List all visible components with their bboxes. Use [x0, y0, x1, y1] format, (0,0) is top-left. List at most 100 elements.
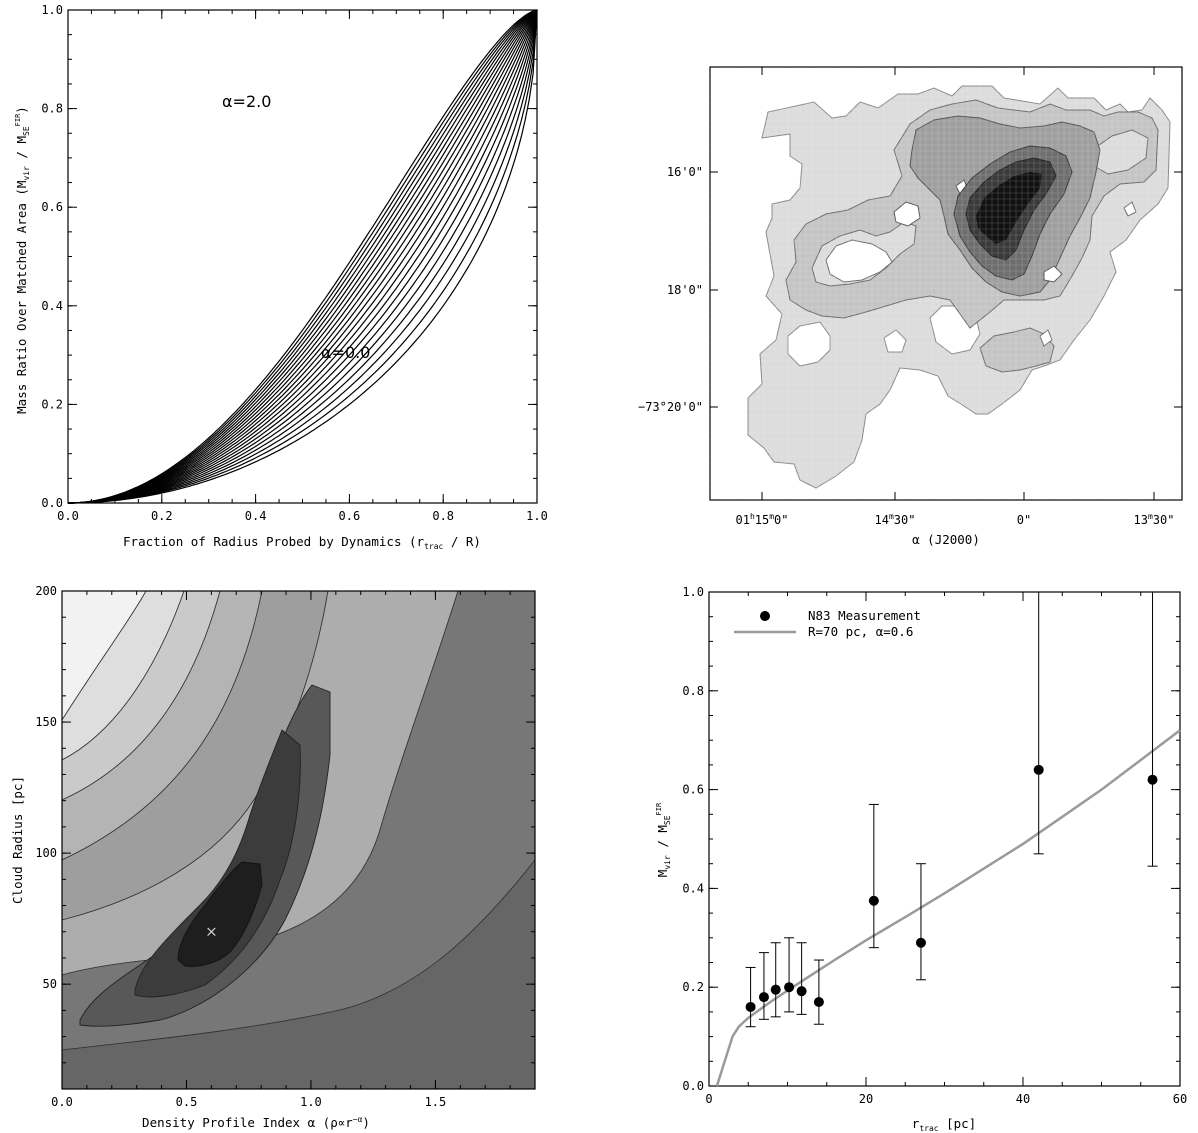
panel-a-y-tick-label: 0.2	[41, 397, 63, 411]
panel-c-y-axis-label: Cloud Radius [pc]	[10, 776, 25, 904]
map-pixel-grid	[710, 67, 1182, 500]
panel-a-mass-ratio-curves: 0.0 0.2 0.4 0.6 0.8 1.0 0.0 0.2 0.4 0.6 0.8 1.0 α=2…	[14, 3, 548, 551]
panel-d-x-tick-label: 60	[1173, 1092, 1187, 1106]
annotation-alpha-2: α=2.0	[222, 92, 271, 111]
panel-c-x-axis-label: Density Profile Index α (ρ∝r−α)	[142, 1115, 370, 1130]
panel-a-y-tick-label: 1.0	[41, 3, 63, 17]
curve-alpha-0.3	[68, 9, 538, 504]
curve-alpha-0.8	[68, 9, 538, 504]
legend-label-model: R=70 pc, α=0.6	[808, 624, 913, 639]
curve-alpha-1.6	[68, 9, 538, 504]
map-ra-tick-2: 14m30"	[875, 512, 916, 527]
panel-d-legend: N83 Measurement R=70 pc, α=0.6	[734, 608, 921, 639]
panel-d-y-tick-label: 0.6	[682, 783, 704, 797]
data-point-7	[915, 937, 926, 948]
panel-c-axis-ticks: 0.0 0.5 1.0 1.5 50 100 150 200	[35, 584, 536, 1109]
panel-d-measurements: 0 20 40 60 0.0 0.2 0.4 0.6 0.8 1.0 N83 Measuremen…	[655, 585, 1187, 1133]
panel-c-y-tick-label: 150	[35, 715, 57, 729]
data-point-6	[868, 895, 879, 906]
curve-alpha-0.0	[67, 9, 538, 504]
panel-c-frame	[61, 590, 536, 1090]
curve-alpha-1.1	[68, 9, 538, 504]
curve-alpha-1.0	[68, 9, 538, 504]
map-contour-level-5	[965, 157, 1057, 261]
panel-c-x-tick-label: 1.5	[425, 1095, 447, 1109]
panel-b-x-axis-label: α (J2000)	[912, 532, 980, 547]
panel-d-x-tick-label: 20	[859, 1092, 873, 1106]
data-point-2	[770, 984, 781, 995]
curve-alpha-1.4	[68, 9, 538, 504]
panel-a-curve-family	[67, 9, 538, 504]
panel-a-x-tick-label: 1.0	[526, 509, 548, 523]
panel-c-x-tick-label: 0.0	[51, 1095, 73, 1109]
data-point-3	[784, 982, 795, 993]
curve-alpha-1.3	[68, 9, 538, 504]
data-point-0	[745, 1001, 756, 1012]
curve-alpha-0.2	[68, 9, 538, 504]
curve-alpha-1.5	[68, 9, 538, 504]
panel-d-x-tick-label: 40	[1016, 1092, 1030, 1106]
panel-d-x-axis-label: rtrac [pc]	[912, 1116, 976, 1133]
data-point-8	[1033, 764, 1044, 775]
panel-c-x-tick-label: 0.5	[176, 1095, 198, 1109]
panel-a-x-tick-label: 0.2	[151, 509, 173, 523]
contour-level-best	[177, 861, 263, 967]
best-fit-marker: ×	[205, 923, 218, 941]
panel-a-x-tick-label: 0.4	[245, 509, 267, 523]
curve-alpha-1.2	[68, 9, 538, 504]
panel-d-y-tick-label: 0.0	[682, 1079, 704, 1093]
panel-a-x-axis-label: Fraction of Radius Probed by Dynamics (r…	[123, 534, 481, 551]
curve-alpha-0.1	[68, 9, 538, 504]
panel-d-y-tick-label: 0.4	[682, 881, 704, 895]
panel-a-y-tick-label: 0.8	[41, 102, 63, 116]
map-dec-tick-1: 16'0"	[667, 165, 703, 179]
panel-d-y-tick-label: 0.2	[682, 980, 704, 994]
panel-a-x-tick-label: 0.0	[57, 509, 79, 523]
data-point-4	[796, 986, 807, 997]
panel-a-y-tick-label: 0.6	[41, 200, 63, 214]
contour-band-8	[62, 859, 535, 1089]
panel-d-x-tick-label: 0	[705, 1092, 712, 1106]
panel-c-contours: 0.0 0.5 1.0 1.5 50 100 150 200 × Density Profil…	[10, 584, 536, 1130]
curve-alpha-1.9	[68, 9, 538, 504]
map-ra-tick-1: 01h15m0"	[735, 512, 788, 527]
data-point-9	[1147, 774, 1158, 785]
panel-d-y-tick-label: 1.0	[682, 585, 704, 599]
panel-d-y-axis-label: Mvir / MSEFIR	[655, 802, 672, 877]
legend-label-measurement: N83 Measurement	[808, 608, 921, 623]
panel-b-contour-map: 16'0" 18'0" −73°20'0" 01h15m0" 14m30" 0"…	[638, 66, 1183, 547]
curve-alpha-0.5	[68, 9, 538, 504]
panel-c-y-tick-label: 100	[35, 846, 57, 860]
curve-alpha-1.7	[68, 9, 538, 504]
panel-d-axis-ticks: 0 20 40 60 0.0 0.2 0.4 0.6 0.8 1.0	[682, 585, 1187, 1106]
map-ra-tick-3: 0"	[1017, 513, 1031, 527]
panel-c-x-tick-label: 1.0	[300, 1095, 322, 1109]
curve-alpha-0.9	[68, 9, 538, 504]
panel-a-x-tick-label: 0.8	[432, 509, 454, 523]
panel-c-y-tick-label: 50	[43, 977, 57, 991]
annotation-alpha-0: α=0.0	[321, 343, 370, 362]
panel-a-axis-ticks: 0.0 0.2 0.4 0.6 0.8 1.0 0.0 0.2 0.4 0.6 0.8 1.0	[41, 3, 548, 523]
panel-a-x-tick-label: 0.6	[339, 509, 361, 523]
contour-level-1sigma	[134, 729, 301, 998]
panel-a-y-axis-label: Mass Ratio Over Matched Area (Mvir / MSE…	[14, 106, 31, 414]
map-dec-tick-3: −73°20'0"	[638, 400, 703, 414]
panel-d-y-tick-label: 0.8	[682, 684, 704, 698]
panel-d-frame	[708, 591, 1181, 1087]
panel-a-y-tick-label: 0.4	[41, 299, 63, 313]
panel-b-frame	[709, 66, 1183, 501]
panel-c-y-tick-label: 200	[35, 584, 57, 598]
legend-point-marker	[760, 611, 770, 621]
model-curve	[715, 729, 1181, 1087]
panel-a-y-tick-label: 0.0	[41, 496, 63, 510]
data-point-1	[758, 992, 769, 1003]
curve-alpha-0.4	[68, 9, 538, 504]
curve-alpha-1.8	[68, 9, 538, 504]
map-dec-tick-2: 18'0"	[667, 283, 703, 297]
curve-alpha-0.7	[68, 9, 538, 504]
panel-b-ticks	[710, 67, 1182, 500]
curve-alpha-2.0	[68, 9, 538, 504]
curve-alpha-0.6	[68, 9, 538, 504]
map-ra-tick-4: 13m30"	[1134, 512, 1175, 527]
